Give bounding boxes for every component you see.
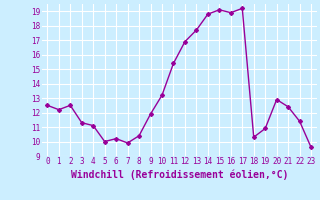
- X-axis label: Windchill (Refroidissement éolien,°C): Windchill (Refroidissement éolien,°C): [70, 169, 288, 180]
